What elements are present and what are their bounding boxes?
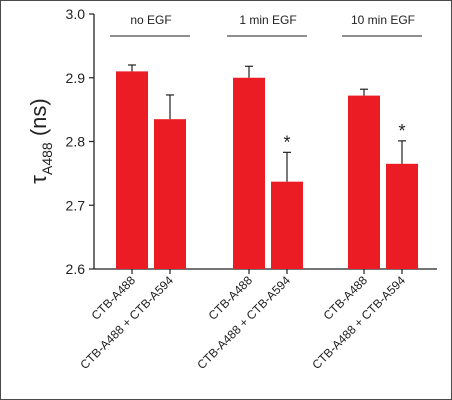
bar (154, 119, 186, 269)
group-label: no EGF (130, 13, 171, 27)
y-tick-label: 2.9 (66, 70, 86, 86)
y-tick-label: 2.8 (66, 134, 86, 150)
bar (116, 71, 148, 269)
significance-marker: * (398, 121, 405, 141)
y-axis-label-unit: (ns) (26, 98, 51, 142)
bar (386, 163, 418, 269)
y-tick-label: 2.7 (66, 197, 86, 213)
y-ticks: 2.6 2.7 2.8 2.9 3.0 (66, 6, 94, 277)
y-axis-label-main: τ (26, 175, 51, 184)
significance-marker: * (283, 132, 290, 152)
bar (233, 77, 265, 269)
group-label: 1 min EGF (239, 13, 296, 27)
bar (271, 181, 303, 269)
y-tick-label: 3.0 (66, 6, 86, 22)
group-label: 10 min EGF (351, 13, 415, 27)
bar (348, 95, 380, 269)
bars: ** (116, 64, 418, 274)
y-axis-label-subscript: A488 (39, 142, 55, 175)
y-axis-label: τA488 (ns) (26, 98, 55, 183)
y-tick-label: 2.6 (66, 261, 86, 277)
group-labels: no EGF 1 min EGF 10 min EGF (110, 13, 422, 37)
